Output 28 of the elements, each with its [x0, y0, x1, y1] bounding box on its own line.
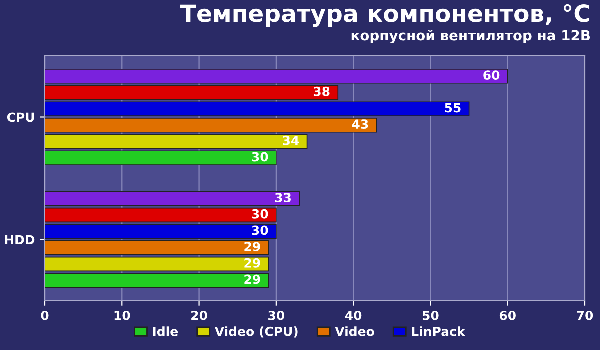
x-tick-label: 0: [41, 310, 49, 320]
legend-label: Video (CPU): [214, 326, 298, 338]
data-label: 43: [352, 120, 368, 130]
legend-label: Idle: [153, 326, 178, 336]
data-label: 30: [252, 226, 268, 236]
chart-subtitle: корпусной вентилятор на 12В: [352, 30, 590, 44]
x-tick-label: 30: [268, 310, 285, 320]
x-tick-label: 70: [577, 310, 594, 320]
x-tick-label: 40: [345, 310, 362, 320]
data-label: 30: [252, 209, 268, 219]
y-tick-label: CPU: [7, 112, 34, 122]
legend-label: LinPack: [412, 326, 466, 336]
data-label: 29: [244, 242, 260, 252]
chart-title: Температура компонентов, °C: [180, 4, 590, 28]
data-label: 60: [484, 70, 500, 80]
data-label: 38: [314, 86, 330, 96]
x-tick-label: 20: [192, 310, 208, 320]
x-tick-label: 60: [500, 310, 516, 320]
x-tick-label: 50: [422, 310, 439, 320]
data-label: 33: [275, 193, 291, 203]
data-label: 29: [244, 274, 260, 284]
data-label: 29: [244, 258, 260, 268]
x-tick-label: 10: [114, 310, 130, 320]
data-label: 30: [252, 152, 268, 162]
data-label: 34: [283, 136, 300, 146]
y-tick-label: HDD: [5, 235, 35, 244]
data-label: 55: [445, 103, 461, 113]
legend-label: Video: [335, 326, 374, 336]
